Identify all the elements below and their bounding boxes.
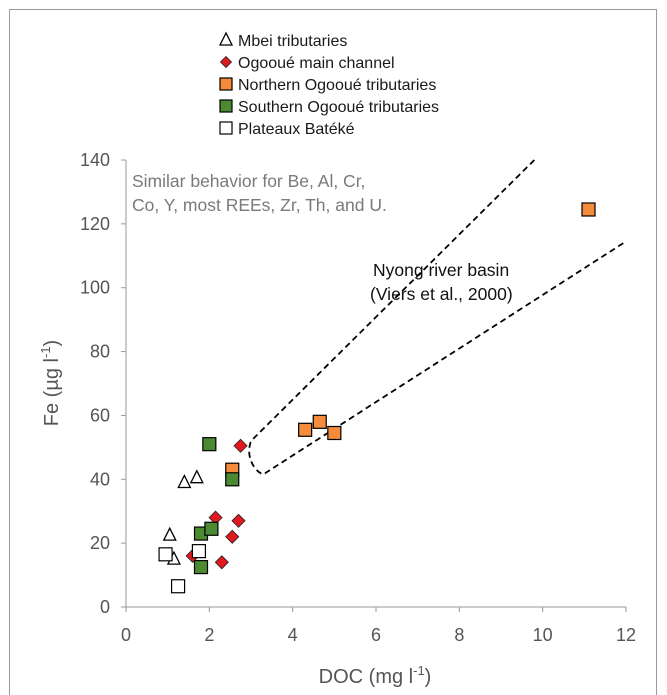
data-point-series-1 bbox=[225, 529, 240, 544]
x-axis-title: DOC (mg l-1) bbox=[319, 663, 432, 688]
legend-item: Southern Ogooué tributaries bbox=[219, 99, 439, 116]
legend-item: Ogooué main channel bbox=[219, 55, 395, 72]
legend-item: Mbei tributaries bbox=[218, 31, 347, 50]
y-tick-label: 140 bbox=[80, 150, 110, 170]
legend-label: Plateaux Batéké bbox=[238, 121, 355, 138]
data-point-series-3 bbox=[202, 437, 217, 452]
legend-marker bbox=[219, 99, 233, 113]
data-point-series-4 bbox=[158, 547, 173, 562]
annotation-line-1: Similar behavior for Be, Al, Cr, bbox=[132, 171, 365, 191]
y-tick-label: 40 bbox=[90, 469, 110, 489]
annotation-line-2: Co, Y, most REEs, Zr, Th, and U. bbox=[132, 195, 387, 215]
data-points bbox=[158, 202, 596, 594]
y-tick-label: 60 bbox=[90, 405, 110, 425]
region-label-line-1: Nyong river basin bbox=[373, 260, 509, 280]
x-tick-label: 0 bbox=[121, 625, 131, 645]
legend-marker bbox=[219, 77, 233, 91]
x-ticks: 0 2 4 6 8 10 12 bbox=[121, 607, 636, 645]
x-tick-label: 6 bbox=[371, 625, 381, 645]
data-point-series-2 bbox=[581, 202, 596, 217]
data-point-series-1 bbox=[233, 438, 248, 453]
data-point-series-2 bbox=[312, 414, 327, 429]
legend-label: Southern Ogooué tributaries bbox=[238, 99, 439, 116]
data-point-series-3 bbox=[193, 559, 209, 575]
legend-marker bbox=[218, 31, 234, 46]
data-point-series-1 bbox=[231, 513, 246, 528]
x-tick-label: 12 bbox=[616, 625, 636, 645]
y-tick-label: 120 bbox=[80, 214, 110, 234]
chart-frame bbox=[9, 9, 657, 695]
data-point-series-3 bbox=[225, 472, 240, 487]
data-point-series-3 bbox=[204, 521, 219, 536]
x-tick-label: 10 bbox=[533, 625, 553, 645]
y-tick-label: 0 bbox=[100, 597, 110, 617]
data-point-series-0 bbox=[189, 469, 204, 484]
y-tick-label: 100 bbox=[80, 278, 110, 298]
y-tick-label: 20 bbox=[90, 533, 110, 553]
legend-label: Ogooué main channel bbox=[238, 55, 395, 72]
region-label-line-2: (Viers et al., 2000) bbox=[370, 284, 513, 304]
data-point-series-0 bbox=[177, 474, 192, 489]
data-point-series-0 bbox=[162, 526, 177, 541]
data-point-series-4 bbox=[170, 579, 186, 594]
data-point-series-2 bbox=[298, 422, 313, 437]
data-point-series-2 bbox=[327, 425, 342, 441]
legend-marker bbox=[219, 55, 233, 69]
legend-item: Northern Ogooué tributaries bbox=[219, 77, 436, 94]
legend: Mbei tributaries Ogooué main channel North… bbox=[218, 31, 439, 138]
legend-label: Northern Ogooué tributaries bbox=[238, 77, 436, 94]
legend-label: Mbei tributaries bbox=[238, 33, 347, 50]
legend-marker bbox=[219, 121, 233, 135]
y-ticks: 0 20 40 60 80 100 120 140 bbox=[80, 150, 126, 617]
data-point-series-4 bbox=[191, 544, 207, 559]
data-point-series-1 bbox=[214, 555, 229, 570]
nyong-basin-boundary bbox=[248, 159, 627, 476]
legend-item: Plateaux Batéké bbox=[219, 121, 355, 138]
y-tick-label: 80 bbox=[90, 342, 110, 362]
x-tick-label: 2 bbox=[204, 625, 214, 645]
x-tick-label: 4 bbox=[288, 625, 298, 645]
y-axis-title: Fe (µg l-1) bbox=[38, 340, 63, 426]
x-tick-label: 8 bbox=[454, 625, 464, 645]
